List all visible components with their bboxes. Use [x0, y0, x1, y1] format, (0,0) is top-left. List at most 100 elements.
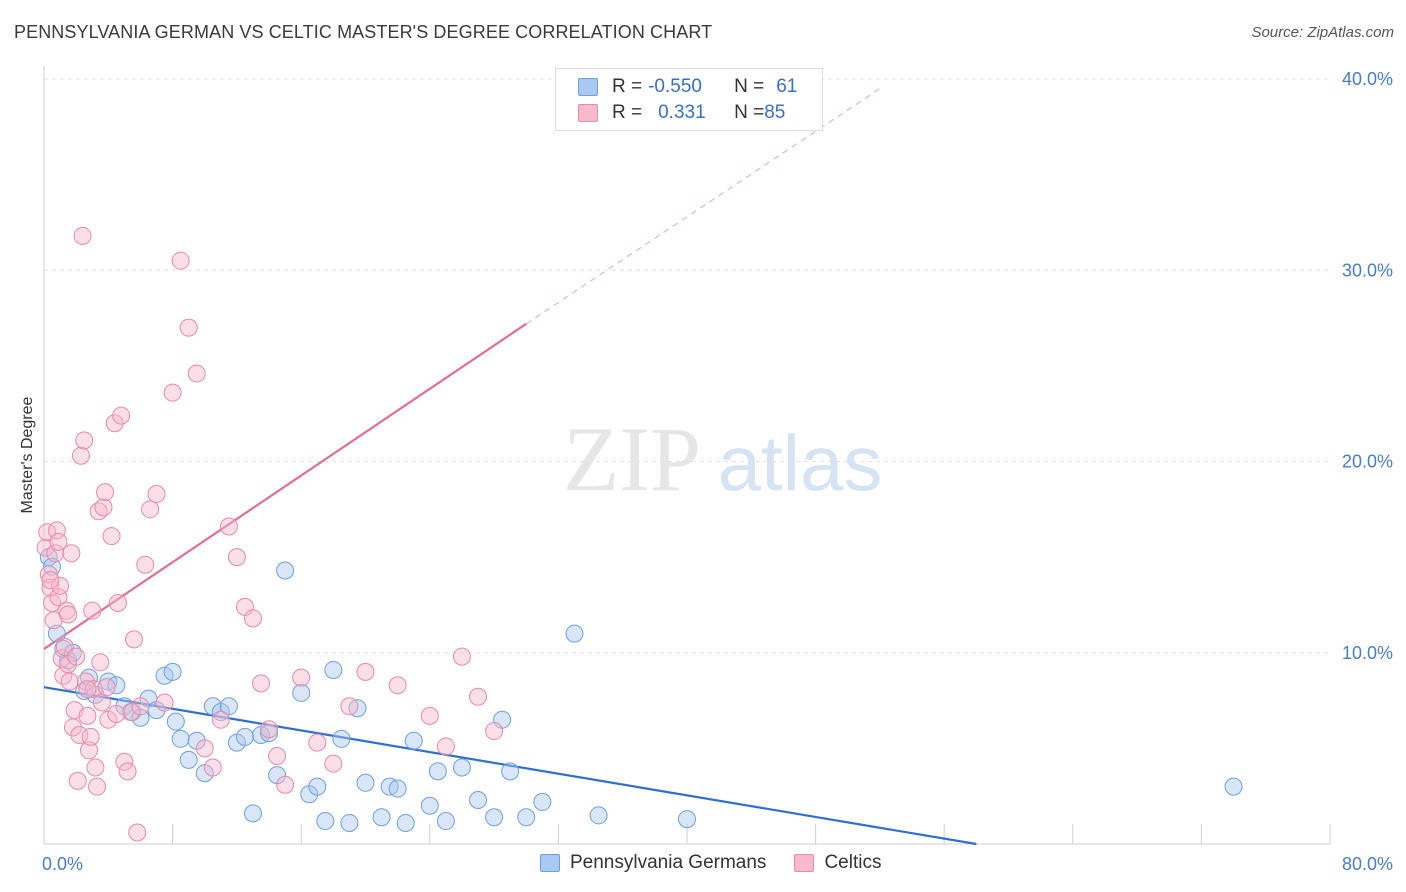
point-pennsylvania-germans: [678, 810, 696, 829]
data-points: [36, 226, 1243, 842]
point-celtics: [47, 521, 66, 540]
point-celtics: [388, 676, 407, 695]
point-pennsylvania-germans: [243, 804, 262, 823]
point-celtics: [420, 706, 439, 725]
point-celtics: [115, 752, 134, 771]
point-pennsylvania-germans: [308, 777, 327, 796]
point-celtics: [268, 747, 287, 766]
point-celtics: [71, 446, 90, 465]
y-axis-label: Master's Degree: [19, 396, 36, 513]
point-celtics: [51, 576, 70, 595]
point-celtics: [73, 226, 92, 245]
point-pennsylvania-germans: [260, 724, 279, 743]
point-celtics: [86, 758, 105, 777]
point-pennsylvania-germans: [420, 796, 439, 815]
point-pennsylvania-germans: [292, 683, 311, 702]
point-celtics: [94, 498, 113, 517]
point-pennsylvania-germans: [469, 791, 488, 810]
point-celtics: [67, 647, 86, 666]
point-pennsylvania-germans: [163, 662, 182, 681]
point-celtics: [80, 741, 99, 760]
legend-swatch-pink: [794, 854, 815, 872]
n-value: 85: [764, 102, 786, 123]
point-celtics: [59, 605, 78, 624]
point-celtics: [155, 693, 174, 712]
point-pennsylvania-germans: [533, 792, 552, 811]
point-pennsylvania-germans: [396, 813, 415, 832]
point-pennsylvania-germans: [332, 729, 351, 748]
point-pennsylvania-germans: [235, 727, 254, 746]
point-celtics: [163, 383, 182, 402]
point-celtics: [211, 710, 230, 729]
point-celtics: [70, 725, 89, 744]
point-pennsylvania-germans: [340, 813, 359, 832]
point-celtics: [83, 601, 102, 620]
x-tick-label: 0.0%: [42, 854, 83, 874]
point-pennsylvania-germans: [565, 624, 584, 643]
point-pennsylvania-germans: [219, 697, 238, 716]
legend-swatch-pink: [578, 104, 598, 122]
point-celtics: [46, 544, 65, 563]
point-celtics: [88, 777, 107, 796]
point-pennsylvania-germans: [436, 812, 455, 831]
point-celtics: [452, 647, 471, 666]
point-pennsylvania-germans: [589, 806, 608, 825]
point-celtics: [105, 414, 124, 433]
point-celtics: [75, 431, 94, 450]
legend-label: Pennsylvania Germans: [570, 852, 767, 873]
y-tick-label: 20.0%: [1342, 452, 1393, 472]
point-celtics: [107, 704, 126, 723]
point-pennsylvania-germans: [501, 762, 520, 781]
r-label: R =: [612, 102, 643, 123]
point-pennsylvania-germans: [171, 729, 190, 748]
point-pennsylvania-germans: [47, 624, 66, 643]
stats-legend: R = -0.550 N = 61 R = 0.331 N = 85: [555, 68, 823, 131]
n-value: 61: [776, 76, 798, 97]
point-pennsylvania-germans: [372, 808, 391, 827]
point-celtics: [147, 485, 166, 504]
point-celtics: [102, 527, 121, 546]
source-label: Source: ZipAtlas.com: [1251, 24, 1394, 41]
point-celtics: [121, 703, 140, 722]
point-celtics: [243, 609, 262, 628]
axes: [43, 66, 1331, 845]
point-celtics: [92, 693, 111, 712]
point-celtics: [49, 588, 68, 607]
y-tick-label: 10.0%: [1342, 643, 1393, 663]
point-pennsylvania-germans: [428, 762, 447, 781]
point-celtics: [485, 722, 504, 741]
point-celtics: [96, 483, 115, 502]
point-celtics: [260, 720, 279, 739]
watermark-atlas: atlas: [718, 419, 883, 507]
point-celtics: [125, 630, 144, 649]
point-celtics: [68, 771, 87, 790]
point-celtics: [78, 680, 97, 699]
y-tick-label: 30.0%: [1342, 260, 1393, 280]
r-label: R =: [612, 76, 643, 97]
legend-swatch-blue: [540, 854, 560, 872]
point-celtics: [108, 594, 127, 613]
point-celtics: [187, 364, 206, 383]
point-pennsylvania-germans: [452, 758, 471, 777]
grid-lines: [44, 78, 1330, 654]
watermark-zip: ZIP: [563, 408, 701, 510]
point-celtics: [141, 500, 160, 519]
point-celtics: [219, 517, 238, 536]
point-celtics: [81, 727, 100, 746]
point-pennsylvania-germans: [1224, 777, 1243, 796]
point-celtics: [97, 678, 116, 697]
point-celtics: [469, 687, 488, 706]
legend-row-pennsylvania-germans: R = -0.550 N = 61: [578, 75, 797, 99]
point-celtics: [276, 775, 295, 794]
point-pennsylvania-germans: [179, 750, 198, 769]
point-celtics: [292, 668, 311, 687]
series-legend: Pennsylvania Germans Celtics: [540, 852, 909, 874]
point-pennsylvania-germans: [324, 660, 343, 679]
point-celtics: [62, 544, 81, 563]
point-pennsylvania-germans: [388, 779, 407, 798]
point-celtics: [356, 662, 375, 681]
point-celtics: [41, 571, 60, 590]
legend-item-pennsylvania-germans: Pennsylvania Germans: [540, 852, 766, 874]
point-celtics: [60, 672, 79, 691]
